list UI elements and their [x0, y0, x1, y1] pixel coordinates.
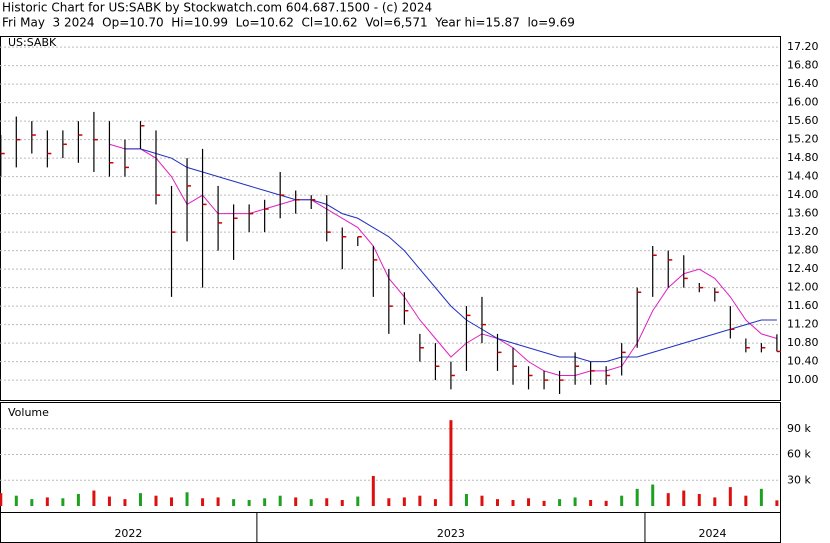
y-tick-label: 14.80	[787, 151, 819, 164]
y-tick-label: 16.00	[787, 96, 819, 109]
chart-title: Historic Chart for US:SABK by Stockwatch…	[2, 1, 432, 15]
volume-bar	[511, 499, 515, 506]
volume-bar	[744, 495, 748, 506]
volume-bar	[589, 499, 593, 506]
y-tick-label: 15.60	[787, 114, 819, 127]
y-tick-label: 14.00	[787, 188, 819, 201]
volume-bar	[433, 499, 437, 506]
volume-bar	[309, 499, 313, 506]
y-tick-label: 12.40	[787, 262, 819, 275]
volume-bar	[573, 497, 577, 506]
y-tick-label: 10.40	[787, 355, 819, 368]
volume-bar	[371, 475, 375, 506]
y-tick-label: 90 k	[787, 422, 811, 435]
volume-bar	[697, 493, 701, 506]
volume-bar	[340, 499, 344, 506]
volume-bar	[232, 499, 236, 506]
y-tick-label: 60 k	[787, 448, 811, 461]
volume-bar	[356, 496, 360, 506]
y-tick-label: 17.20	[787, 40, 819, 53]
volume-bar	[216, 497, 220, 506]
volume-label: Volume	[8, 406, 49, 419]
volume-bar	[154, 495, 158, 506]
volume-bar	[170, 497, 174, 506]
y-tick-label: 14.40	[787, 170, 819, 183]
moving-average	[124, 148, 777, 363]
volume-bar	[713, 497, 717, 506]
volume-bar	[247, 499, 251, 506]
volume-bar	[76, 493, 80, 506]
x-tick-label: 2024	[698, 527, 726, 540]
volume-bar	[775, 500, 779, 506]
volume-bar	[387, 498, 391, 506]
volume-bar	[620, 495, 624, 506]
volume-bar	[294, 497, 298, 506]
y-tick-label: 10.00	[787, 373, 819, 386]
chart-subtitle: Fri May 3 2024 Op=10.70 Hi=10.99 Lo=10.6…	[2, 16, 575, 30]
volume-bar	[402, 497, 406, 506]
moving-average	[109, 143, 778, 376]
volume-bar	[263, 498, 267, 506]
volume-bar	[728, 487, 732, 506]
y-tick-label: 13.60	[787, 207, 819, 220]
volume-bar	[666, 493, 670, 506]
volume-bar	[61, 498, 65, 506]
volume-bar	[201, 498, 205, 506]
volume-bar	[464, 493, 468, 506]
volume-bar	[480, 495, 484, 506]
volume-panel	[0, 402, 781, 513]
y-tick-label: 13.20	[787, 225, 819, 238]
x-tick-label: 2022	[114, 527, 142, 540]
y-tick-label: 12.00	[787, 281, 819, 294]
volume-bar	[123, 499, 127, 506]
volume-bar	[527, 498, 531, 506]
price-panel	[0, 36, 781, 401]
volume-bar	[542, 500, 546, 506]
volume-bar	[185, 492, 189, 506]
symbol-label: US:SABK	[8, 36, 57, 49]
x-tick-label: 2023	[437, 527, 465, 540]
volume-bar	[138, 493, 142, 506]
volume-bar	[558, 499, 562, 506]
volume-bar	[325, 498, 329, 506]
volume-bar	[682, 490, 686, 506]
y-tick-label: 10.80	[787, 336, 819, 349]
y-tick-label: 11.60	[787, 299, 819, 312]
y-tick-label: 11.20	[787, 318, 819, 331]
volume-bar	[759, 488, 763, 506]
volume-bar	[278, 495, 282, 506]
y-tick-label: 15.20	[787, 133, 819, 146]
volume-bar	[107, 496, 111, 506]
volume-bar	[30, 499, 34, 506]
volume-bar	[495, 499, 499, 506]
y-tick-label: 16.80	[787, 59, 819, 72]
volume-bar	[418, 495, 422, 506]
y-tick-label: 30 k	[787, 473, 811, 486]
volume-bar	[651, 484, 655, 506]
y-tick-label: 16.40	[787, 77, 819, 90]
volume-bar	[14, 495, 18, 506]
y-tick-label: 12.80	[787, 244, 819, 257]
volume-bar	[45, 497, 49, 506]
volume-bar	[0, 493, 3, 506]
volume-bar	[92, 490, 96, 506]
volume-bar	[604, 500, 608, 506]
volume-bar	[449, 420, 453, 506]
volume-bar	[635, 488, 639, 506]
